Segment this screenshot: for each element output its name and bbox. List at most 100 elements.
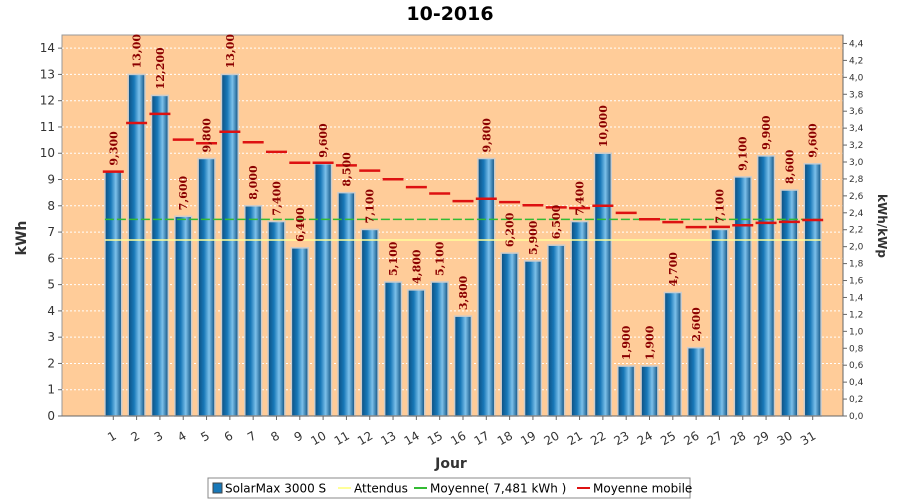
bar <box>104 170 123 417</box>
right-tick-label: 3,2 <box>849 141 863 151</box>
y-tick-label: 6 <box>47 251 55 265</box>
y-tick-label: 9 <box>47 173 55 187</box>
x-tick-label: 3 <box>152 428 166 444</box>
x-tick-label: 1 <box>105 428 119 444</box>
bar-value-label: 5,900 <box>527 220 540 255</box>
legend-label-series-1: SolarMax 3000 S <box>225 482 326 496</box>
bar <box>710 228 729 417</box>
chart-title: 10-2016 <box>406 3 493 25</box>
right-tick-label: 0,8 <box>849 344 864 354</box>
bar-value-label: 5,100 <box>387 241 400 276</box>
right-tick-label: 2,8 <box>849 175 864 185</box>
right-tick-label: 4,2 <box>849 56 863 66</box>
bar <box>593 152 613 417</box>
right-tick-label: 0,2 <box>849 395 863 405</box>
bar-value-label: 7,400 <box>574 181 587 216</box>
bar-value-label: 9,600 <box>317 123 330 158</box>
x-tick-label: 4 <box>175 428 189 444</box>
bar-value-label: 12,200 <box>154 47 167 89</box>
bar <box>733 176 752 417</box>
x-tick-label: 20 <box>542 428 562 448</box>
right-tick-label: 3,4 <box>849 124 864 134</box>
bar-value-label: 9,800 <box>201 118 214 153</box>
x-tick-label: 16 <box>448 428 468 448</box>
bar <box>477 157 496 417</box>
legend: SolarMax 3000 S Attendus Moyenne( 7,481 … <box>207 477 692 499</box>
bar <box>500 252 519 417</box>
right-tick-label: 0,6 <box>849 361 864 371</box>
bar <box>686 346 706 417</box>
x-tick-label: 26 <box>681 428 701 448</box>
bar <box>220 73 239 417</box>
bar-value-label: 9,900 <box>760 115 773 150</box>
right-tick-label: 3,6 <box>849 107 864 117</box>
bar <box>617 365 636 417</box>
right-tick-label: 2,6 <box>849 192 864 202</box>
bar <box>756 155 776 417</box>
bar-value-label: 8,600 <box>783 149 796 184</box>
y-tick-label: 5 <box>47 278 55 292</box>
y-tick-label: 12 <box>40 94 55 108</box>
x-tick-label: 14 <box>402 428 422 448</box>
bar-value-label: 4,700 <box>667 252 680 287</box>
x-tick-label: 8 <box>268 428 282 444</box>
x-tick-label: 11 <box>332 428 352 448</box>
bar <box>127 73 146 417</box>
y-tick-label: 0 <box>47 409 55 423</box>
bar <box>313 163 333 417</box>
bar <box>360 228 379 417</box>
right-tick-label: 1,6 <box>849 277 864 287</box>
bar-value-label: 6,500 <box>550 204 563 239</box>
legend-box <box>207 477 691 499</box>
bar <box>150 94 170 417</box>
bars <box>104 73 822 417</box>
x-tick-label: 17 <box>472 428 492 448</box>
x-axis-title: Jour <box>434 456 467 472</box>
y-tick-label: 1 <box>47 383 55 397</box>
x-tick-label: 18 <box>495 428 515 448</box>
x-tick-label: 31 <box>798 428 818 448</box>
bar-value-label: 2,600 <box>690 307 703 342</box>
x-tick-label: 6 <box>222 428 236 444</box>
bar <box>570 220 589 417</box>
bar-value-label: 13,00 <box>224 34 237 69</box>
x-tick-label: 5 <box>198 428 212 444</box>
bar-value-label: 10,000 <box>597 105 610 147</box>
x-tick-label: 29 <box>751 428 771 448</box>
x-tick-label: 21 <box>565 428 585 448</box>
y-tick-label: 2 <box>47 356 55 370</box>
x-tick-label: 30 <box>775 428 795 448</box>
right-tick-label: 2,0 <box>849 243 864 253</box>
y-tick-label: 8 <box>47 199 55 213</box>
x-tick-label: 22 <box>588 428 608 448</box>
bar-value-label: 5,100 <box>434 241 447 276</box>
x-tick-label: 25 <box>658 428 678 448</box>
bar <box>663 291 682 417</box>
right-tick-label: 2,4 <box>849 209 864 219</box>
bar-value-label: 7,600 <box>177 176 190 211</box>
bar <box>453 315 473 417</box>
y-tick-label: 3 <box>47 330 55 344</box>
y-tick-label: 11 <box>40 120 55 134</box>
bar-value-label: 9,100 <box>737 136 750 171</box>
bar-value-label: 8,000 <box>247 165 260 200</box>
right-tick-label: 4,0 <box>849 73 864 83</box>
right-tick-label: 3,8 <box>849 90 864 100</box>
legend-label-series-2: Attendus <box>354 482 408 496</box>
right-tick-label: 4,4 <box>849 39 864 49</box>
x-tick-label: 19 <box>518 428 538 448</box>
x-tick-label: 13 <box>378 428 398 448</box>
bar <box>803 163 822 417</box>
reference-lines <box>102 112 824 241</box>
value-labels: 9,300 13,00 12,200 7,600 9,800 13,00 8,000 7,40… <box>107 34 819 360</box>
bar-value-label: 9,300 <box>107 131 120 166</box>
bar-value-label: 1,900 <box>620 325 633 360</box>
y-axis-title: kWh <box>14 221 30 256</box>
bar <box>290 247 309 417</box>
bar <box>267 220 286 417</box>
right-tick-label: 0,4 <box>849 378 864 388</box>
right-tick-label: 2,2 <box>849 226 863 236</box>
right-tick-label: 0,0 <box>849 412 864 422</box>
right-tick-label: 1,0 <box>849 327 864 337</box>
